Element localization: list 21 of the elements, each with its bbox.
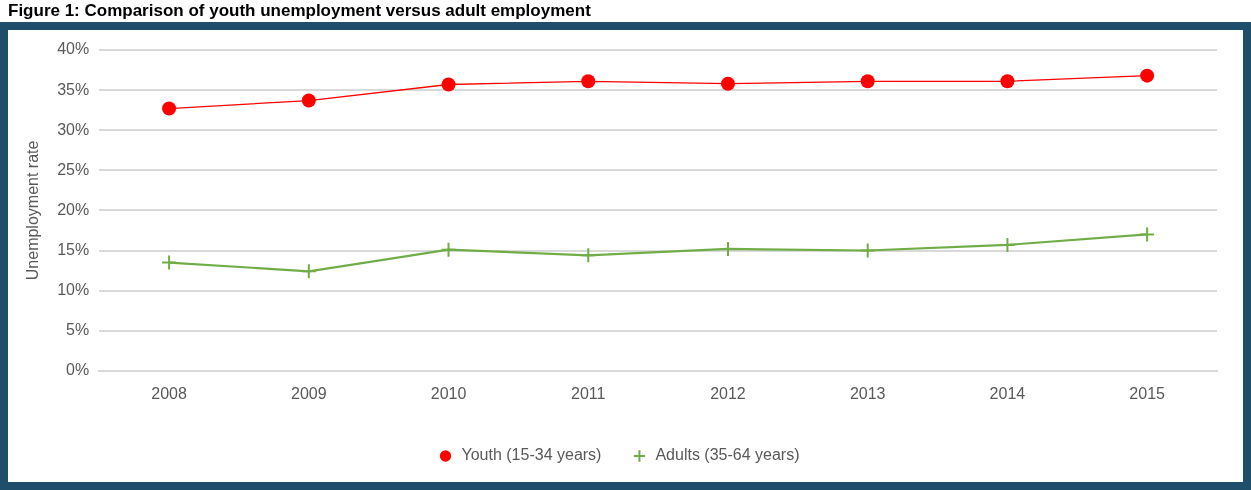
y-tick-label: 15% (57, 240, 90, 258)
x-tick-label: 2009 (291, 384, 327, 402)
x-tick-label: 2012 (710, 384, 746, 402)
x-tick-label: 2008 (151, 384, 187, 402)
y-tick-label: 35% (57, 80, 90, 98)
y-tick-label: 40% (57, 40, 90, 58)
chart-title: Figure 1: Comparison of youth unemployment versus adult employment (7, 0, 592, 22)
x-tick-label: 2010 (430, 384, 467, 402)
y-tick-label: 25% (57, 160, 90, 178)
legend-label: Adults (35-64 years) (655, 446, 800, 464)
x-tick-label: 2011 (571, 384, 606, 402)
x-tick-label: 2014 (989, 384, 1026, 402)
y-tick-label: 0% (66, 361, 90, 379)
y-axis-title: Unemployment rate (24, 140, 42, 281)
x-tick-label: 2015 (1129, 384, 1166, 402)
y-tick-label: 20% (57, 200, 90, 218)
y-tick-label: 5% (66, 321, 90, 339)
y-tick-label: 10% (57, 281, 90, 299)
legend-label: Youth (15-34 years) (461, 446, 602, 464)
y-tick-label: 30% (57, 120, 90, 138)
x-tick-label: 2013 (849, 384, 886, 402)
